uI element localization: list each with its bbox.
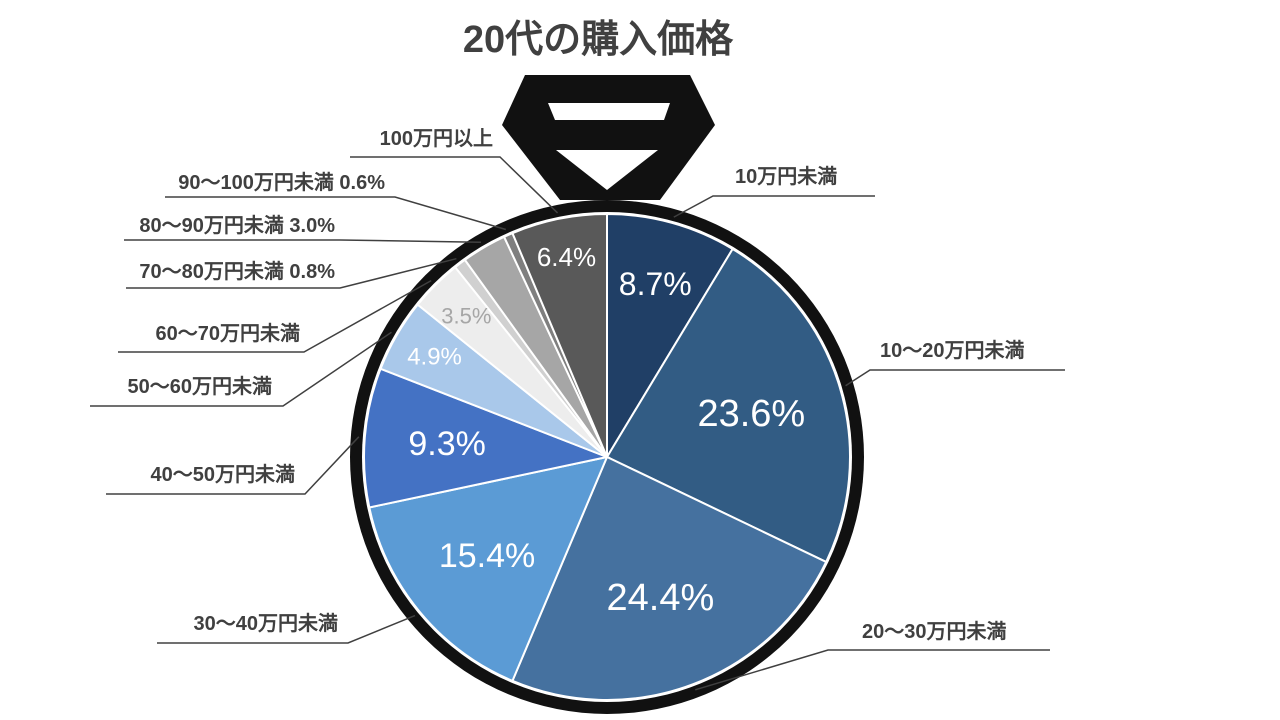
slice-category-label: 40〜50万円未満 [151, 463, 296, 486]
leader-line [124, 239, 481, 244]
slice-category-label: 10〜20万円未満 [880, 339, 1025, 362]
slice-value-label: 4.9% [407, 344, 462, 371]
slice-category-label: 50〜60万円未満 [128, 375, 273, 398]
category-labels: 10万円未満 10〜20万円未満 20〜30万円未満 30〜40万円未満 40〜50万円… [128, 127, 1025, 643]
pie-slice [511, 212, 608, 458]
leader-line [118, 280, 432, 353]
slice-category-label: 60〜70万円未満 [156, 322, 301, 345]
pie-slice [363, 367, 611, 509]
pie-slices [363, 212, 851, 701]
slice-category-label: 30〜40万円未満 [194, 612, 339, 635]
leader-line [845, 369, 1065, 387]
leader-line [673, 195, 875, 218]
slice-category-label: 10万円未満 [735, 165, 837, 188]
leader-line [695, 649, 1050, 691]
slice-value-label: 24.4% [607, 577, 715, 619]
slice-value-label: 8.7% [619, 266, 692, 302]
pie-slice [606, 212, 735, 461]
slice-category-label: 20〜30万円未満 [862, 620, 1007, 643]
slice-category-label: 90〜100万円未満 0.6% [178, 171, 385, 194]
leader-lines [90, 156, 1065, 691]
slice-category-label: 100万円以上 [380, 127, 493, 150]
slice-value-label: 9.3% [408, 425, 486, 463]
slice-value-label: 6.4% [537, 242, 596, 272]
stopwatch-crown-inner-top [548, 103, 670, 120]
slice-value-label: 15.4% [439, 537, 535, 575]
leader-line [106, 436, 360, 495]
chart-title: 20代の購入価格 [462, 19, 734, 61]
stopwatch-crown-inner-bottom [556, 150, 658, 190]
slice-value-label: 23.6% [697, 393, 805, 435]
slice-value-label: 3.5% [441, 303, 491, 328]
slice-category-label: 70〜80万円未満 0.8% [139, 260, 335, 283]
pie-slice [605, 247, 851, 564]
pie-slice [368, 455, 609, 683]
leader-line [165, 196, 507, 231]
leader-line [90, 331, 392, 407]
value-labels: 8.7% 23.6% 24.4% 15.4% 9.3% 4.9% 3.5% 6.4% [407, 242, 805, 619]
leader-line [126, 257, 457, 289]
slice-category-label: 80〜90万円未満 3.0% [139, 214, 335, 237]
leader-line [157, 614, 416, 644]
pie-slice [511, 455, 828, 701]
leader-line [350, 156, 559, 214]
